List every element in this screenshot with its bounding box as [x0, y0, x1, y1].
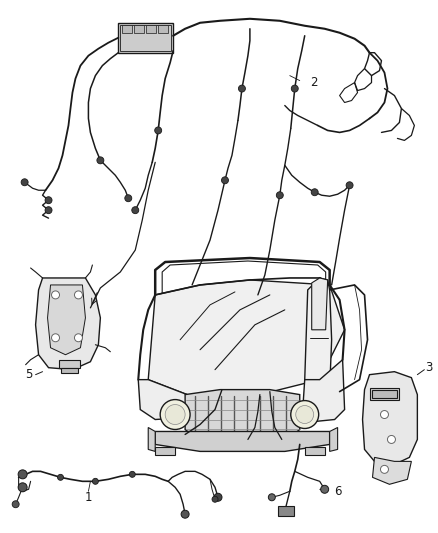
Circle shape [268, 494, 276, 501]
Bar [134, 25, 144, 33]
Circle shape [222, 177, 229, 184]
Bar [278, 506, 294, 516]
Circle shape [346, 182, 353, 189]
Polygon shape [35, 278, 100, 370]
Circle shape [291, 401, 319, 429]
Circle shape [381, 410, 389, 418]
Text: 5: 5 [25, 368, 32, 381]
Polygon shape [305, 278, 332, 392]
Circle shape [155, 127, 162, 134]
Bar [371, 390, 397, 398]
Circle shape [45, 207, 52, 214]
Polygon shape [148, 280, 345, 400]
Bar [122, 25, 132, 33]
Circle shape [12, 501, 19, 508]
Bar [59, 360, 81, 368]
Polygon shape [312, 278, 328, 330]
Circle shape [52, 291, 60, 299]
Circle shape [57, 474, 64, 480]
Polygon shape [48, 285, 85, 355]
Bar [118, 23, 173, 53]
Circle shape [181, 510, 189, 518]
Polygon shape [148, 427, 155, 451]
Bar [370, 387, 399, 400]
Circle shape [92, 478, 99, 484]
Bar [120, 25, 171, 51]
Circle shape [238, 85, 245, 92]
Bar [146, 25, 156, 33]
Polygon shape [303, 360, 345, 422]
Circle shape [97, 157, 104, 164]
Circle shape [296, 406, 314, 424]
Text: 3: 3 [426, 361, 433, 374]
Text: 2: 2 [310, 76, 317, 89]
Text: 6: 6 [334, 485, 341, 498]
Polygon shape [330, 427, 338, 451]
Circle shape [321, 486, 328, 493]
Bar [158, 25, 168, 33]
Circle shape [21, 179, 28, 186]
Circle shape [381, 465, 389, 473]
Circle shape [311, 189, 318, 196]
Circle shape [18, 483, 27, 492]
Polygon shape [363, 372, 417, 464]
Circle shape [74, 291, 82, 299]
Circle shape [74, 334, 82, 342]
Bar [155, 447, 175, 455]
Circle shape [165, 405, 185, 424]
Circle shape [52, 334, 60, 342]
Circle shape [132, 207, 139, 214]
Text: 1: 1 [85, 491, 92, 504]
Circle shape [129, 471, 135, 478]
Polygon shape [138, 379, 200, 419]
Polygon shape [372, 457, 411, 484]
Circle shape [212, 496, 218, 502]
Circle shape [45, 197, 52, 204]
Circle shape [214, 493, 222, 501]
Circle shape [388, 435, 396, 443]
Bar [60, 368, 78, 373]
Circle shape [125, 195, 132, 201]
Polygon shape [155, 432, 330, 451]
Circle shape [291, 85, 298, 92]
Polygon shape [185, 390, 300, 438]
Circle shape [18, 470, 27, 479]
Bar [305, 447, 325, 455]
Circle shape [276, 192, 283, 199]
Circle shape [160, 400, 190, 430]
